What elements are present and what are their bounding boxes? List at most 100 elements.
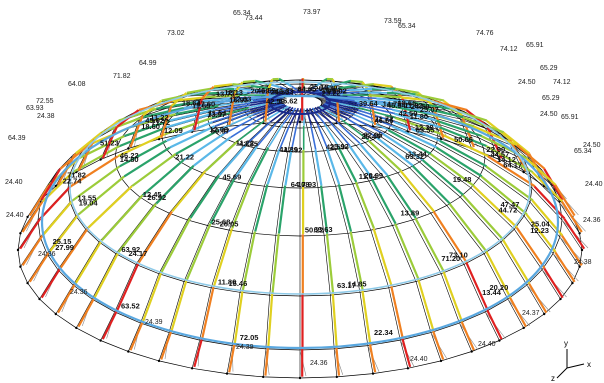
force-rib-segment: [436, 119, 483, 138]
force-rib-segment: [324, 87, 340, 92]
force-rib-segment: [165, 116, 212, 136]
force-rib-segment: [486, 310, 503, 340]
member-force-label: 11.60: [192, 102, 210, 111]
member-force-label: 12.63: [233, 94, 252, 103]
force-rib-segment: [116, 262, 140, 311]
force-rib-segment: [119, 139, 167, 168]
mesh-meridian: [308, 110, 409, 369]
force-rib-segment: [337, 147, 358, 183]
rim-label: 73.02: [167, 30, 185, 37]
member-force-label: 26.05: [220, 219, 239, 228]
force-rib-segment: [325, 97, 358, 104]
force-rib-segment: [348, 145, 374, 180]
force-rib-segment: [230, 118, 261, 138]
member-force-label: 45.69: [223, 173, 242, 182]
member-force-label: 63.63: [314, 225, 333, 234]
force-rib-segment: [306, 108, 312, 126]
force-rib-segment: [317, 124, 329, 150]
force-rib-segment: [242, 79, 255, 84]
member-force-label: 12.09: [164, 126, 183, 135]
force-rib-segment: [349, 231, 364, 291]
force-rib-segment: [414, 217, 445, 273]
force-rib-segment: [440, 133, 489, 158]
member-force-label: 64.39: [319, 83, 338, 92]
force-rib-segment: [175, 104, 219, 116]
node: [99, 158, 102, 161]
member-force-label: 27.99: [55, 243, 74, 252]
member-force-label: 47.47: [501, 200, 520, 209]
force-rib-segment: [166, 112, 213, 129]
force-rib-segment: [502, 239, 531, 285]
node: [298, 376, 302, 380]
node: [571, 281, 574, 285]
mesh-meridian: [320, 99, 561, 202]
force-rib-segment: [223, 116, 257, 135]
force-rib-segment: [131, 153, 177, 187]
force-rib-segment: [429, 153, 475, 187]
member-force-label: 24.17: [129, 249, 148, 258]
force-rib-segment: [525, 157, 557, 186]
node: [543, 312, 546, 316]
node: [26, 215, 29, 219]
force-rib-segment: [338, 84, 357, 90]
member-force-label: 25.92: [330, 142, 349, 151]
force-rib-segment: [509, 297, 527, 328]
member-force-label: 11.80: [410, 112, 428, 121]
member-force-label: 39.64: [359, 99, 379, 108]
force-rib-segment: [77, 175, 125, 216]
force-rib-segment: [346, 118, 378, 138]
member-force-label: 11.54: [208, 109, 227, 118]
force-rib-segment: [101, 126, 118, 159]
force-rib-segment: [462, 194, 505, 242]
force-rib-segment: [193, 338, 203, 368]
rim-label: 64.08: [68, 81, 86, 88]
force-rib-segment: [412, 101, 451, 110]
member-force-label: 47.60: [196, 100, 215, 109]
force-rib-segment: [284, 81, 292, 88]
force-rib-segment: [387, 129, 432, 155]
node: [371, 125, 375, 128]
force-rib-segment: [41, 199, 74, 237]
force-rib-segment: [169, 125, 215, 149]
member-force-label: 63.52: [121, 301, 140, 310]
force-rib-segment: [563, 218, 586, 250]
force-rib-segment: [480, 175, 528, 216]
force-rib-segment: [554, 184, 576, 217]
rim-label: 65.29: [540, 65, 558, 72]
force-rib-segment: [472, 185, 518, 229]
force-rib-segment: [358, 104, 396, 115]
rim-label: 24.40: [5, 179, 23, 186]
member-force-label: 21.22: [175, 153, 194, 162]
node: [54, 312, 57, 316]
force-rib-segment: [193, 97, 231, 104]
member-force-label: 25.44: [361, 132, 381, 141]
force-rib-segment: [354, 100, 389, 107]
force-rib-segment: [119, 126, 167, 148]
member-force-label: 25.07: [420, 105, 439, 114]
node: [19, 265, 22, 268]
rim-label: 24.39: [236, 344, 254, 351]
node: [522, 326, 525, 330]
member-force-label: 16.64: [322, 86, 342, 95]
node: [298, 120, 302, 124]
force-rib-segment: [19, 218, 42, 250]
force-rib-segment: [77, 139, 96, 172]
member-force-label: 13.97: [207, 110, 226, 119]
force-rib-segment: [561, 201, 583, 233]
force-rib-segment: [561, 234, 583, 267]
force-rib-segment: [347, 96, 377, 100]
rim-label: 24.38: [574, 259, 592, 266]
node: [127, 350, 130, 353]
force-rib-segment: [141, 271, 163, 322]
member-force-label: 64.08: [291, 180, 310, 189]
force-rib-segment: [267, 123, 284, 148]
member-force-label: 63.32: [405, 152, 424, 161]
force-rib-segment: [358, 142, 389, 176]
force-rib-segment: [123, 146, 171, 178]
force-rib-segment: [325, 99, 360, 109]
rim-label: 24.36: [310, 360, 328, 367]
force-rib-segment: [205, 139, 240, 172]
member-force-label: 17.93: [297, 180, 316, 189]
force-rib-segment: [201, 286, 215, 339]
force-rib-segment: [93, 251, 120, 299]
